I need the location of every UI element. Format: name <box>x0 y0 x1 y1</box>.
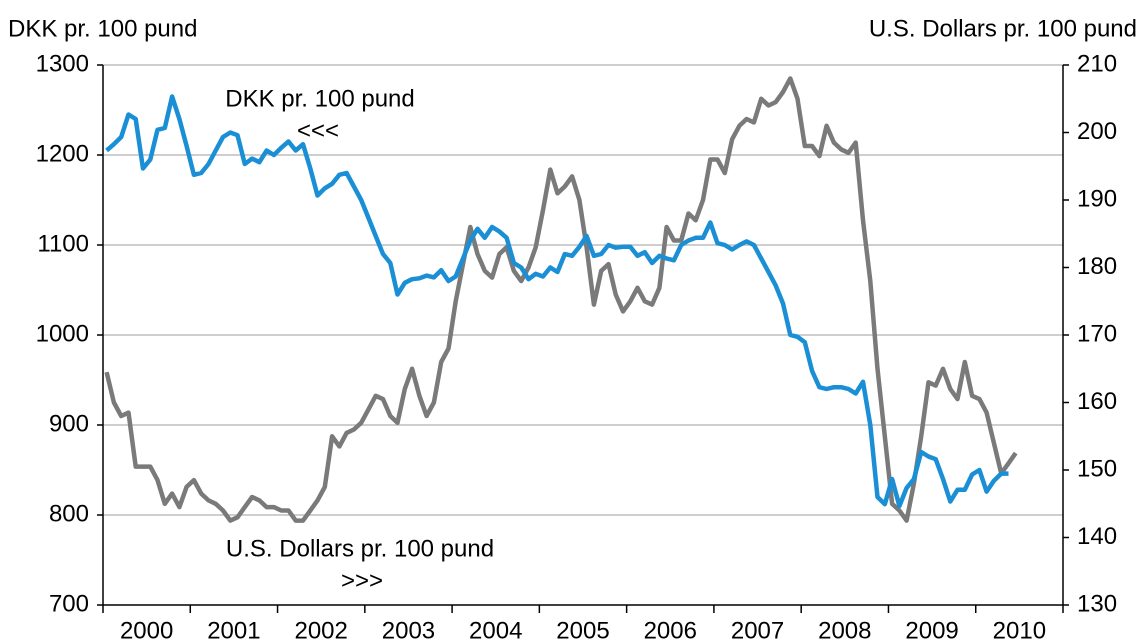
y-tick-label: 1100 <box>37 230 89 257</box>
y-tick-label: 1200 <box>36 140 89 167</box>
y2-tick-label: 130 <box>1077 590 1117 617</box>
x-tick-label: 2009 <box>905 617 958 643</box>
x-tick-label: 2000 <box>120 617 173 643</box>
y-tick-label: 1000 <box>36 320 89 347</box>
x-tick-label: 2002 <box>294 617 347 643</box>
line-series <box>104 76 1018 523</box>
y2-axis-title: U.S. Dollars pr. 100 pund <box>869 15 1137 42</box>
y2-tick-label: 170 <box>1077 320 1117 347</box>
y2-tick-label: 190 <box>1077 185 1117 212</box>
x-tick-label: 2008 <box>818 617 871 643</box>
x-tick-label: 2005 <box>556 617 609 643</box>
annotation: <<< <box>297 117 339 144</box>
y2-tick-label: 140 <box>1077 523 1117 550</box>
y2-tick-label: 160 <box>1077 388 1117 415</box>
x-tick-label: 2006 <box>644 617 697 643</box>
annotation: DKK pr. 100 pund <box>225 85 414 112</box>
y-tick-label: 800 <box>49 500 89 527</box>
x-tick-label: 2004 <box>469 617 522 643</box>
line-series <box>105 94 1009 509</box>
y-tick-label: 1300 <box>36 50 89 77</box>
y-axis-title: DKK pr. 100 pund <box>8 15 197 42</box>
x-tick-label: 2001 <box>207 617 260 643</box>
annotation: >>> <box>341 567 383 594</box>
y2-tick-label: 180 <box>1077 253 1117 280</box>
annotation: U.S. Dollars pr. 100 pund <box>226 535 494 562</box>
y-tick-label: 700 <box>49 590 89 617</box>
y-tick-label: 900 <box>49 410 89 437</box>
y2-tick-label: 210 <box>1077 50 1117 77</box>
x-tick-label: 2010 <box>993 617 1046 643</box>
x-tick-label: 2007 <box>731 617 784 643</box>
y2-tick-label: 200 <box>1077 118 1117 145</box>
y2-tick-label: 150 <box>1077 455 1117 482</box>
x-tick-label: 2003 <box>382 617 435 643</box>
